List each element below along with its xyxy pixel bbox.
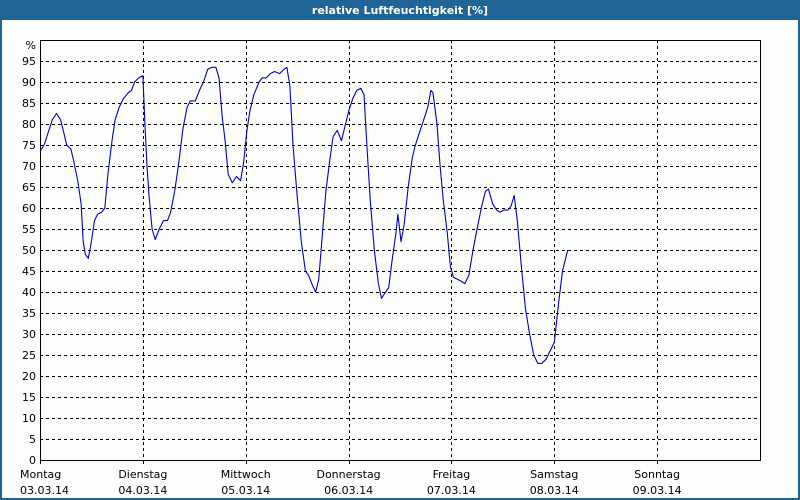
chart-title: relative Luftfeuchtigkeit [%] [311, 4, 489, 17]
y-tick-label: 80 [22, 118, 36, 131]
y-tick-label: 5 [29, 433, 36, 446]
y-tick-label: 10 [22, 412, 36, 425]
x-date-label: 06.03.14 [324, 484, 373, 497]
x-date-label: 04.03.14 [118, 484, 167, 497]
y-tick-label: 55 [22, 223, 36, 236]
y-tick-label: 95 [22, 55, 36, 68]
x-day-label: Dienstag [118, 468, 167, 481]
y-tick-label: 70 [22, 160, 36, 173]
y-unit-label: % [26, 39, 36, 52]
x-day-label: Samstag [530, 468, 578, 481]
x-date-label: 07.03.14 [427, 484, 476, 497]
x-day-label: Donnerstag [316, 468, 380, 481]
x-date-label: 03.03.14 [20, 484, 69, 497]
humidity-series-line [39, 66, 569, 364]
y-tick-label: 45 [22, 265, 36, 278]
y-tick-label: 75 [22, 139, 36, 152]
y-tick-label: 40 [22, 286, 36, 299]
x-day-label: Mittwoch [221, 468, 271, 481]
x-day-label: Montag [20, 468, 61, 481]
y-tick-label: 30 [22, 328, 36, 341]
y-tick-label: 65 [22, 181, 36, 194]
y-tick-label: 0 [29, 454, 36, 467]
y-tick-label: 25 [22, 349, 36, 362]
x-date-label: 08.03.14 [530, 484, 579, 497]
plot-frame [40, 40, 761, 461]
x-date-label: 05.03.14 [221, 484, 270, 497]
y-tick-label: 20 [22, 370, 36, 383]
x-date-label: 09.03.14 [633, 484, 682, 497]
y-tick-label: 60 [22, 202, 36, 215]
chart-title-bar: relative Luftfeuchtigkeit [%] [0, 0, 800, 20]
y-tick-label: 50 [22, 244, 36, 257]
y-tick-label: 85 [22, 97, 36, 110]
y-tick-label: 35 [22, 307, 36, 320]
x-day-label: Sonntag [634, 468, 680, 481]
y-tick-label: 15 [22, 391, 36, 404]
x-day-label: Freitag [433, 468, 471, 481]
y-tick-label: 90 [22, 76, 36, 89]
